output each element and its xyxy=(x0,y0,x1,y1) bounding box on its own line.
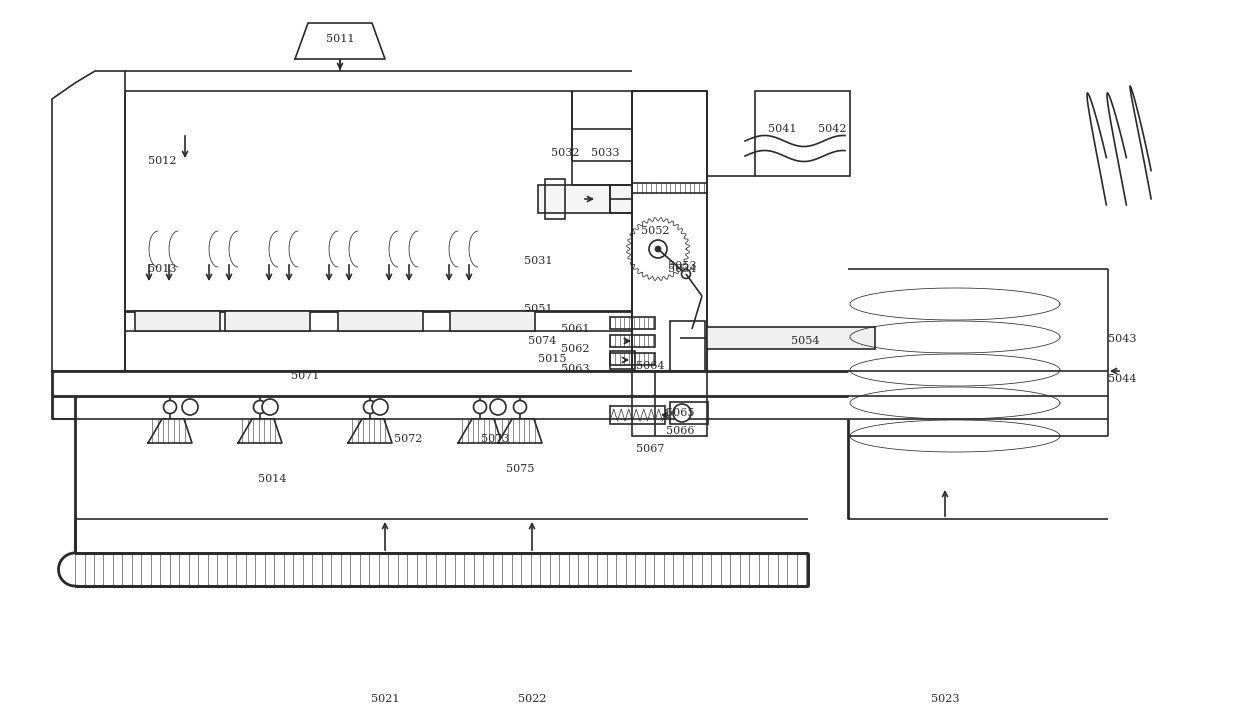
Bar xyxy=(632,91,707,371)
Bar xyxy=(610,185,632,213)
Bar xyxy=(670,402,708,424)
Text: 5043: 5043 xyxy=(1107,334,1136,344)
Bar xyxy=(632,371,707,436)
Text: 5034: 5034 xyxy=(668,264,696,274)
Circle shape xyxy=(363,400,377,414)
Circle shape xyxy=(372,399,388,415)
Circle shape xyxy=(253,400,267,414)
Polygon shape xyxy=(52,71,125,371)
Bar xyxy=(610,351,635,369)
Text: 5011: 5011 xyxy=(326,34,355,44)
Text: 5065: 5065 xyxy=(666,408,694,418)
Bar xyxy=(339,311,423,331)
Bar xyxy=(610,317,655,329)
Circle shape xyxy=(164,400,176,414)
Text: 5023: 5023 xyxy=(931,694,960,704)
Text: 5063: 5063 xyxy=(560,364,589,374)
Text: 5041: 5041 xyxy=(768,124,796,134)
Text: 5012: 5012 xyxy=(148,156,176,166)
Circle shape xyxy=(513,400,527,414)
Text: 5075: 5075 xyxy=(506,464,534,474)
Text: 5022: 5022 xyxy=(518,694,547,704)
Text: 5073: 5073 xyxy=(481,434,510,444)
Bar xyxy=(546,179,565,219)
Text: 5021: 5021 xyxy=(371,694,399,704)
Text: 5066: 5066 xyxy=(666,426,694,436)
Circle shape xyxy=(649,240,667,258)
Polygon shape xyxy=(238,419,281,443)
Bar xyxy=(450,311,534,331)
Bar xyxy=(707,327,875,349)
Text: 5067: 5067 xyxy=(636,444,665,454)
Circle shape xyxy=(655,246,661,252)
Text: 5062: 5062 xyxy=(560,344,589,354)
Bar xyxy=(670,321,706,371)
Text: 5072: 5072 xyxy=(394,434,422,444)
Text: 5032: 5032 xyxy=(551,148,579,158)
Bar xyxy=(610,406,665,424)
Circle shape xyxy=(474,400,486,414)
Bar xyxy=(538,185,632,213)
Text: 5033: 5033 xyxy=(590,148,619,158)
Text: 5064: 5064 xyxy=(636,361,665,371)
Bar xyxy=(224,311,310,331)
Text: 5013: 5013 xyxy=(148,264,176,274)
Polygon shape xyxy=(458,419,502,443)
Text: 5051: 5051 xyxy=(523,304,552,314)
Text: 5031: 5031 xyxy=(523,256,552,266)
Text: 5071: 5071 xyxy=(291,371,319,381)
Text: 5053: 5053 xyxy=(668,261,696,271)
Text: 5015: 5015 xyxy=(538,354,567,364)
Circle shape xyxy=(490,399,506,415)
Text: 5054: 5054 xyxy=(791,336,820,346)
Text: 5014: 5014 xyxy=(258,474,286,484)
Polygon shape xyxy=(295,23,384,59)
Bar xyxy=(135,311,219,331)
Text: 5042: 5042 xyxy=(817,124,846,134)
Text: 5074: 5074 xyxy=(528,336,557,346)
Circle shape xyxy=(262,399,278,415)
Polygon shape xyxy=(148,419,192,443)
Text: 5044: 5044 xyxy=(1107,374,1136,384)
Bar xyxy=(610,353,655,365)
Circle shape xyxy=(182,399,198,415)
Bar xyxy=(755,91,849,176)
Circle shape xyxy=(682,270,691,278)
Circle shape xyxy=(673,404,691,422)
Polygon shape xyxy=(348,419,392,443)
Bar xyxy=(610,335,655,347)
Text: 5061: 5061 xyxy=(560,324,589,334)
Polygon shape xyxy=(498,419,542,443)
Polygon shape xyxy=(640,231,676,267)
Text: 5052: 5052 xyxy=(641,226,670,236)
